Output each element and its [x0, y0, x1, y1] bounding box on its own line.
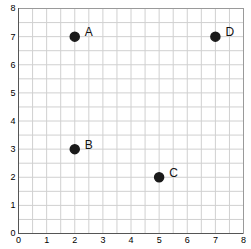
- svg-text:1: 1: [44, 235, 49, 245]
- svg-text:2: 2: [72, 235, 77, 245]
- svg-text:6: 6: [10, 60, 15, 70]
- svg-text:0: 0: [16, 235, 21, 245]
- svg-text:8: 8: [10, 3, 15, 13]
- svg-text:8: 8: [241, 235, 246, 245]
- svg-text:3: 3: [10, 144, 15, 154]
- svg-text:5: 5: [157, 235, 162, 245]
- svg-text:1: 1: [10, 200, 15, 210]
- svg-text:0: 0: [10, 228, 15, 238]
- svg-text:D: D: [225, 25, 234, 39]
- svg-text:6: 6: [185, 235, 190, 245]
- svg-text:4: 4: [10, 116, 15, 126]
- svg-text:7: 7: [10, 32, 15, 42]
- svg-text:B: B: [85, 138, 93, 152]
- svg-text:2: 2: [10, 172, 15, 182]
- svg-text:4: 4: [128, 235, 133, 245]
- svg-text:A: A: [85, 25, 93, 39]
- svg-text:5: 5: [10, 88, 15, 98]
- svg-text:7: 7: [213, 235, 218, 245]
- svg-text:C: C: [169, 166, 178, 180]
- svg-text:3: 3: [100, 235, 105, 245]
